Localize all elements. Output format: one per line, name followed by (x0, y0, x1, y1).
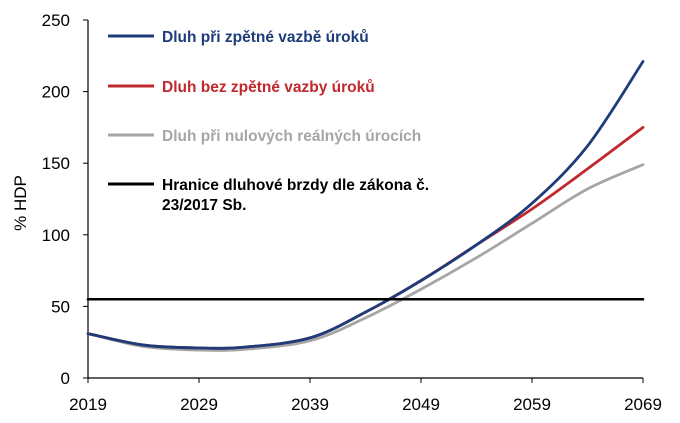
x-tick-label: 2039 (291, 395, 329, 414)
legend-label-2: Dluh při nulových reálných úrocích (162, 128, 421, 145)
legend-label-1: Dluh bez zpětné vazby úroků (162, 79, 375, 96)
legend-label-3: Hranice dluhové brzdy dle zákona č. 23/20… (162, 177, 429, 214)
y-tick-label: 150 (42, 154, 70, 173)
y-tick-label: 200 (42, 83, 70, 102)
x-tick-label: 2029 (180, 395, 218, 414)
chart-axes (87, 20, 643, 379)
series-lines (86, 60, 645, 352)
legend-label-0: Dluh při zpětné vazbě úroků (162, 29, 369, 46)
y-tick-label: 50 (51, 297, 70, 316)
legend: Dluh při zpětné vazbě úroků Dluh bez zpět… (108, 29, 429, 214)
y-tick-label: 0 (61, 369, 70, 388)
x-tick-label: 2069 (624, 395, 662, 414)
y-axis-label: % HDP (11, 175, 30, 231)
x-tick-label: 2059 (513, 395, 551, 414)
series-line-0 (86, 60, 645, 350)
x-tick-label: 2019 (69, 395, 107, 414)
tick-labels: 0 50 100 150 200 250 2019 2029 2039 2049 2059 2069 (42, 11, 662, 414)
y-tick-label: 250 (42, 11, 70, 30)
y-tick-label: 100 (42, 226, 70, 245)
series-line-1 (86, 126, 645, 350)
series-line-2 (86, 163, 645, 352)
x-tick-label: 2049 (402, 395, 440, 414)
